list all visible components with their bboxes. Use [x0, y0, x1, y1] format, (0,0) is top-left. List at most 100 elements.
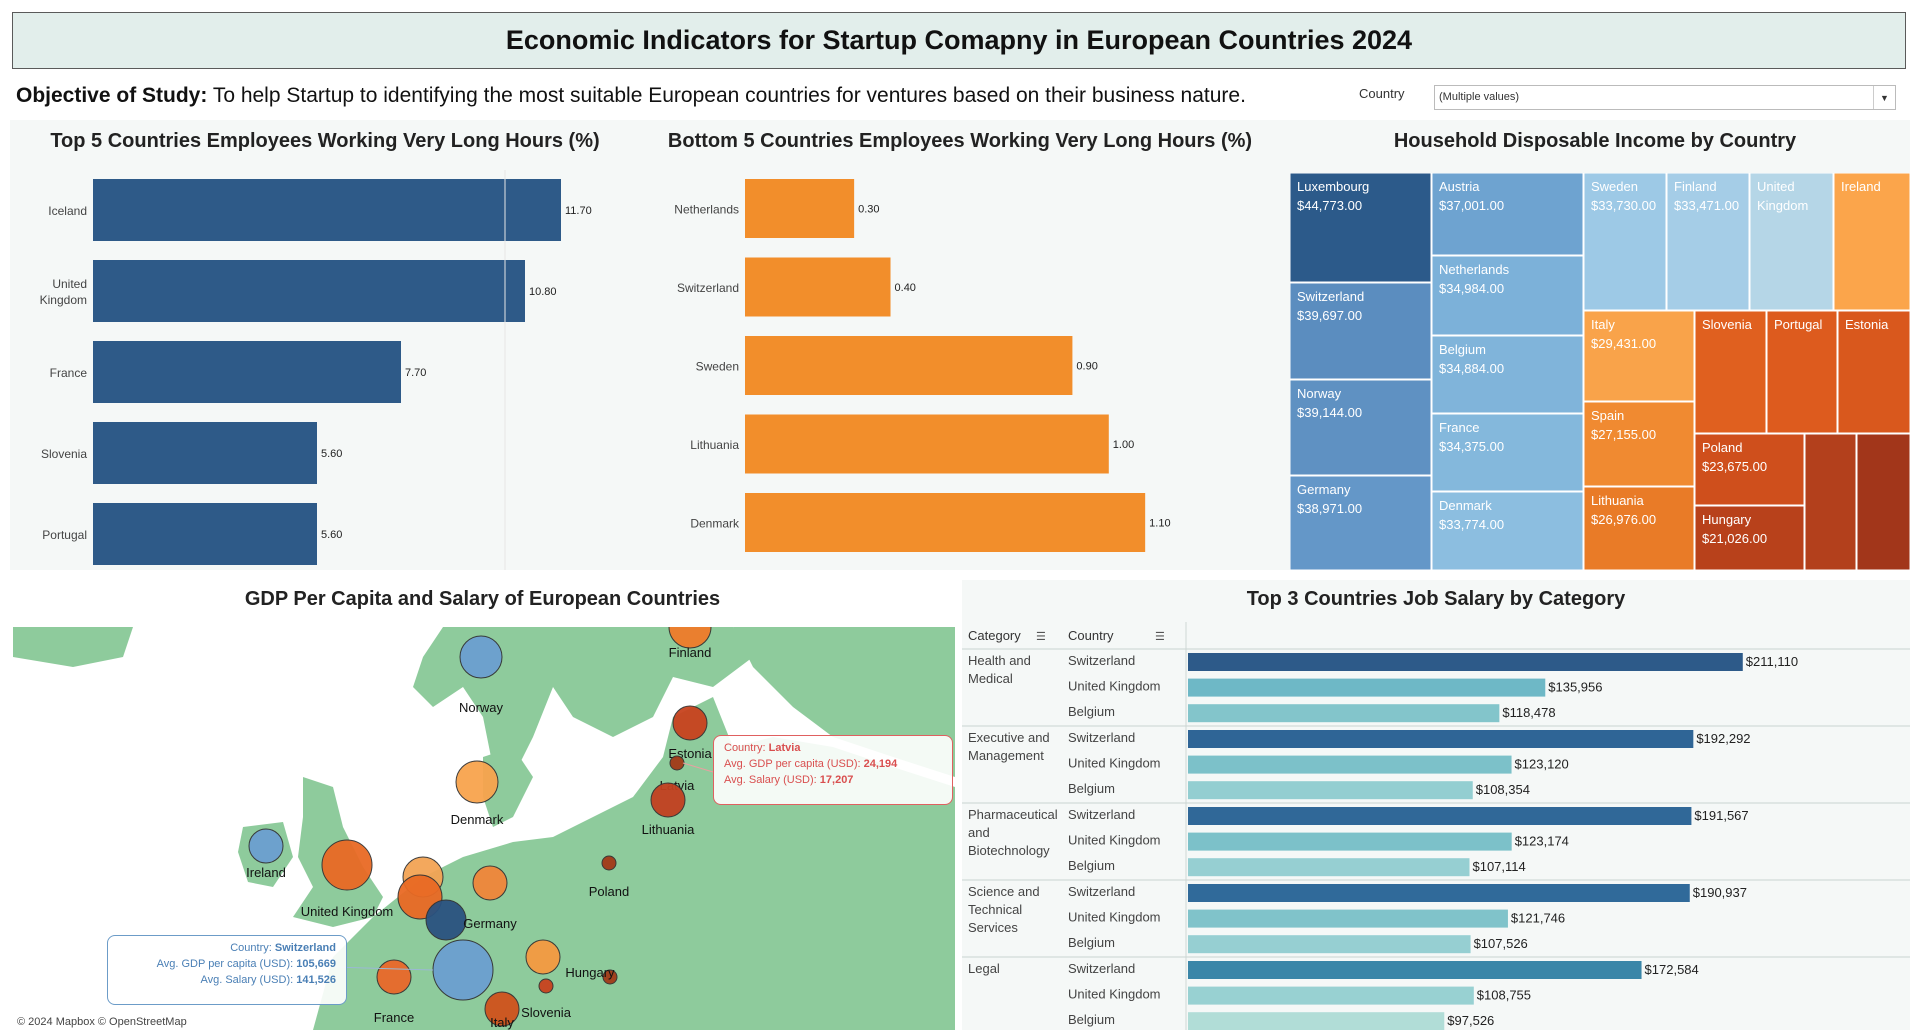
treemap-cell	[1833, 173, 1910, 311]
bar	[745, 493, 1146, 552]
country-label: United Kingdom	[1068, 679, 1161, 694]
category-label: Medical	[968, 671, 1013, 686]
tooltip-salary-value: 17,207	[819, 774, 854, 786]
treemap-cell	[1290, 475, 1432, 570]
salary-value-label: $107,526	[1474, 936, 1528, 951]
bar-value-label: 0.40	[895, 282, 916, 294]
salary-bar	[1188, 1012, 1445, 1030]
salary-bar	[1188, 781, 1473, 800]
treemap-country-label: Sweden	[1591, 179, 1638, 194]
treemap-value-label: $44,773.00	[1297, 198, 1362, 213]
category-label: Biotechnology	[968, 843, 1050, 858]
treemap-value-label: $26,976.00	[1591, 512, 1656, 527]
treemap-value-label: $33,730.00	[1591, 198, 1656, 213]
treemap-cell	[1583, 173, 1667, 311]
map-bubble	[432, 939, 494, 1001]
salary-bar	[1188, 986, 1474, 1005]
treemap-chart-title: Household Disposable Income by Country	[1393, 130, 1797, 152]
category-label: Executive and	[968, 730, 1050, 745]
salary-value-label: $211,110	[1746, 654, 1798, 669]
salary-value-label: $192,292	[1696, 731, 1750, 746]
tooltip-gdp-value: 24,194	[863, 758, 898, 770]
treemap-value-label: $33,774.00	[1439, 517, 1504, 532]
treemap-cell	[1749, 173, 1834, 311]
category-label: Legal	[968, 961, 1000, 976]
salary-bar	[1188, 730, 1694, 748]
map-country-label: France	[374, 1010, 414, 1025]
treemap-country-label: Lithuania	[1591, 493, 1645, 508]
treemap-country-label: Hungary	[1702, 512, 1752, 527]
salary-bar	[1188, 961, 1642, 979]
map-bubble	[484, 991, 520, 1027]
treemap-country-label: Germany	[1297, 482, 1351, 497]
map-copyright: © 2024 Mapbox © OpenStreetMap	[17, 1016, 187, 1028]
map-country-label: United Kingdom	[301, 904, 394, 919]
treemap-country-label: Portugal	[1774, 317, 1823, 332]
treemap-country-label: Denmark	[1439, 498, 1492, 513]
salary-value-label: $135,956	[1548, 680, 1602, 695]
country-label: United Kingdom	[1068, 833, 1161, 848]
objective-text: Objective of Study: To help Startup to i…	[16, 84, 1246, 108]
objective-label: Objective of Study:	[16, 84, 208, 107]
map-country-label: Ireland	[246, 865, 286, 880]
category-label: Pharmaceutical	[968, 807, 1058, 822]
treemap-value-label: $33,471.00	[1674, 198, 1739, 213]
treemap-cell	[1431, 173, 1584, 256]
treemap-country-label: Luxembourg	[1297, 179, 1369, 194]
treemap-cell	[1431, 255, 1584, 336]
category-label: Slovenia	[41, 447, 87, 461]
treemap-value-label: $29,431.00	[1591, 336, 1656, 351]
salary-bar	[1188, 807, 1692, 825]
bar-value-label: 10.80	[529, 286, 557, 298]
map-bubble	[525, 939, 561, 975]
map-panel[interactable]: NorwayFinlandEstoniaLatviaLithuaniaDenma…	[13, 627, 955, 1030]
top5-chart-title: Top 5 Countries Employees Working Very L…	[50, 130, 600, 152]
map-bubble	[376, 959, 412, 995]
objective-body: To help Startup to identifying the most …	[207, 84, 1246, 107]
category-label: Lithuania	[690, 438, 739, 452]
bar	[93, 260, 525, 322]
salary-bar	[1188, 755, 1512, 774]
country-filter-dropdown[interactable]: (Multiple values) ▼	[1434, 85, 1896, 110]
salary-bar	[1188, 832, 1512, 851]
salary-value-label: $121,746	[1511, 911, 1565, 926]
treemap-cell	[1290, 379, 1432, 476]
category-label: Switzerland	[677, 281, 739, 295]
category-label: Iceland	[48, 204, 87, 218]
treemap-cell	[1431, 491, 1584, 570]
salary-bar	[1188, 909, 1508, 928]
country-header: Country	[1068, 628, 1114, 643]
treemap-country-label: Slovenia	[1702, 317, 1753, 332]
country-label: Switzerland	[1068, 884, 1135, 899]
treemap-cell	[1583, 401, 1695, 487]
category-label: Science and	[968, 884, 1040, 899]
map-bubble	[248, 828, 284, 864]
treemap-value-label: $34,984.00	[1439, 281, 1504, 296]
treemap-country-label: Norway	[1297, 386, 1342, 401]
bar-value-label: 11.70	[565, 205, 592, 217]
salary-bar	[1188, 653, 1743, 671]
category-label: Sweden	[696, 360, 739, 374]
category-label: Technical	[968, 902, 1022, 917]
salary-bar	[1188, 935, 1471, 954]
country-filter-label: Country	[1359, 86, 1405, 101]
map-country-label: Poland	[589, 884, 629, 899]
map-chart[interactable]: NorwayFinlandEstoniaLatviaLithuaniaDenma…	[13, 627, 955, 1030]
treemap-country-label: Kingdom	[1757, 198, 1808, 213]
map-bubble	[601, 855, 617, 871]
tooltip-connector	[332, 966, 434, 971]
map-country-label: Lithuania	[642, 822, 696, 837]
bar-value-label: 5.60	[321, 529, 342, 541]
treemap-country-label: Finland	[1674, 179, 1717, 194]
salary-value-label: $108,354	[1476, 782, 1530, 797]
bar-value-label: 5.60	[321, 448, 342, 460]
tooltip-salary-value: 141,526	[296, 974, 336, 986]
treemap-cell	[1666, 173, 1750, 311]
salary-bar	[1188, 884, 1690, 902]
treemap-cell	[1694, 433, 1805, 506]
treemap-value-label: $34,375.00	[1439, 439, 1504, 454]
treemap-value-label: $37,001.00	[1439, 198, 1504, 213]
country-label: Switzerland	[1068, 730, 1135, 745]
chevron-down-icon[interactable]: ▼	[1873, 86, 1895, 109]
bar-value-label: 0.90	[1076, 361, 1097, 373]
